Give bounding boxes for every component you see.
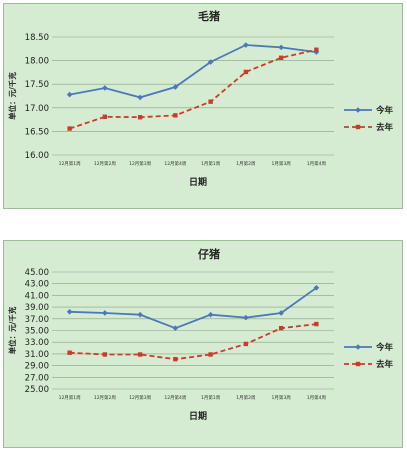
series-line-this-year [69, 287, 317, 330]
data-point-last-year [243, 341, 249, 347]
chart-panel-mao-zhu: 毛猪 16.00 16.50 17.00 17.50 18.00 18.50 12月第1周 12… [3, 3, 403, 209]
data-point-this-year [137, 94, 143, 101]
y-tick-label: 43.00 [25, 280, 49, 290]
y-tick-label: 31.00 [25, 350, 49, 360]
data-point-this-year [102, 310, 108, 316]
x-tick-label: 12月第3周 [129, 160, 151, 167]
data-point-last-year [173, 356, 178, 362]
x-tick-label: 12月第1周 [59, 394, 81, 401]
y-axis-label: 单位：元/千克 [7, 306, 17, 354]
data-point-this-year [172, 84, 179, 90]
data-point-last-year [173, 113, 178, 118]
data-point-this-year [207, 59, 214, 65]
y-tick-label: 35.00 [25, 327, 49, 337]
data-point-this-year [278, 44, 284, 51]
data-point-last-year [67, 126, 72, 131]
data-point-last-year [137, 352, 143, 357]
x-tick-label: 1月第2周 [236, 160, 255, 167]
data-point-last-year [208, 352, 213, 357]
legend-marker [355, 107, 361, 113]
legend-label: 去年 [376, 122, 394, 133]
x-axis-label: 日期 [189, 410, 207, 422]
series-line-last-year [69, 323, 317, 361]
x-tick-label: 1月第2周 [236, 394, 255, 401]
x-axis-label: 日期 [189, 176, 207, 188]
data-point-this-year [137, 311, 143, 318]
legend-label: 今年 [375, 105, 394, 116]
data-point-last-year [278, 325, 284, 331]
y-axis-label: 单位：元/千克 [7, 72, 17, 120]
legend-marker [355, 361, 361, 367]
legend-marker [355, 344, 361, 350]
y-tick-label: 29.00 [25, 362, 49, 372]
x-tick-label: 12月第4周 [164, 394, 186, 401]
chart-title: 毛猪 [198, 9, 220, 23]
x-tick-label: 12月第1周 [59, 160, 81, 167]
x-tick-label: 1月第3周 [272, 394, 291, 401]
y-tick-label: 16.50 [25, 127, 49, 137]
data-point-this-year [172, 325, 179, 331]
data-point-last-year [102, 114, 108, 119]
x-tick-label: 1月第1周 [201, 394, 220, 401]
data-point-last-year [314, 321, 319, 327]
x-tick-label: 12月第3周 [129, 394, 151, 401]
x-tick-label: 1月第4周 [307, 160, 326, 167]
x-tick-label: 1月第4周 [307, 394, 326, 401]
legend-label: 去年 [376, 359, 394, 370]
data-point-last-year [102, 352, 108, 357]
y-tick-label: 39.00 [25, 303, 49, 313]
data-point-last-year [67, 350, 72, 355]
x-tick-label: 12月第2周 [94, 160, 116, 167]
chart-title: 仔猪 [198, 247, 220, 261]
x-tick-label: 12月第2周 [94, 394, 116, 401]
y-tick-label: 45.00 [25, 268, 49, 278]
y-tick-label: 17.00 [25, 104, 49, 114]
legend-marker [355, 124, 361, 130]
data-point-this-year [66, 308, 73, 315]
series-line-last-year [69, 48, 317, 130]
y-tick-label: 27.00 [25, 373, 49, 383]
data-point-this-year [207, 311, 214, 318]
data-point-this-year [102, 85, 108, 91]
x-tick-label: 1月第1周 [201, 160, 220, 167]
y-tick-label: 18.50 [25, 33, 49, 43]
data-point-last-year [243, 69, 249, 75]
y-tick-label: 37.00 [25, 315, 49, 325]
data-point-this-year [66, 91, 73, 98]
chart-panel-zai-zhu: 仔猪 25.00 27.00 29.00 31.00 33.00 35.00 37.00 39.… [3, 240, 403, 448]
chart-svg-mao-zhu: 毛猪 16.00 16.50 17.00 17.50 18.00 18.50 12月第1周 12… [7, 9, 394, 188]
y-tick-label: 33.00 [25, 338, 49, 348]
y-tick-label: 41.00 [25, 291, 49, 301]
x-tick-label: 1月第3周 [272, 160, 291, 167]
y-tick-label: 17.50 [25, 80, 49, 90]
data-point-last-year [137, 115, 143, 120]
data-point-last-year [278, 55, 284, 60]
y-tick-label: 16.00 [25, 151, 49, 161]
data-point-this-year [243, 314, 249, 321]
legend-label: 今年 [375, 342, 394, 353]
data-point-last-year [314, 47, 319, 52]
series-line-this-year [69, 44, 317, 99]
data-point-this-year [243, 42, 249, 48]
data-point-last-year [208, 99, 213, 104]
x-tick-label: 12月第4周 [164, 160, 186, 167]
y-tick-label: 18.00 [25, 57, 49, 67]
y-tick-label: 25.00 [25, 385, 49, 395]
